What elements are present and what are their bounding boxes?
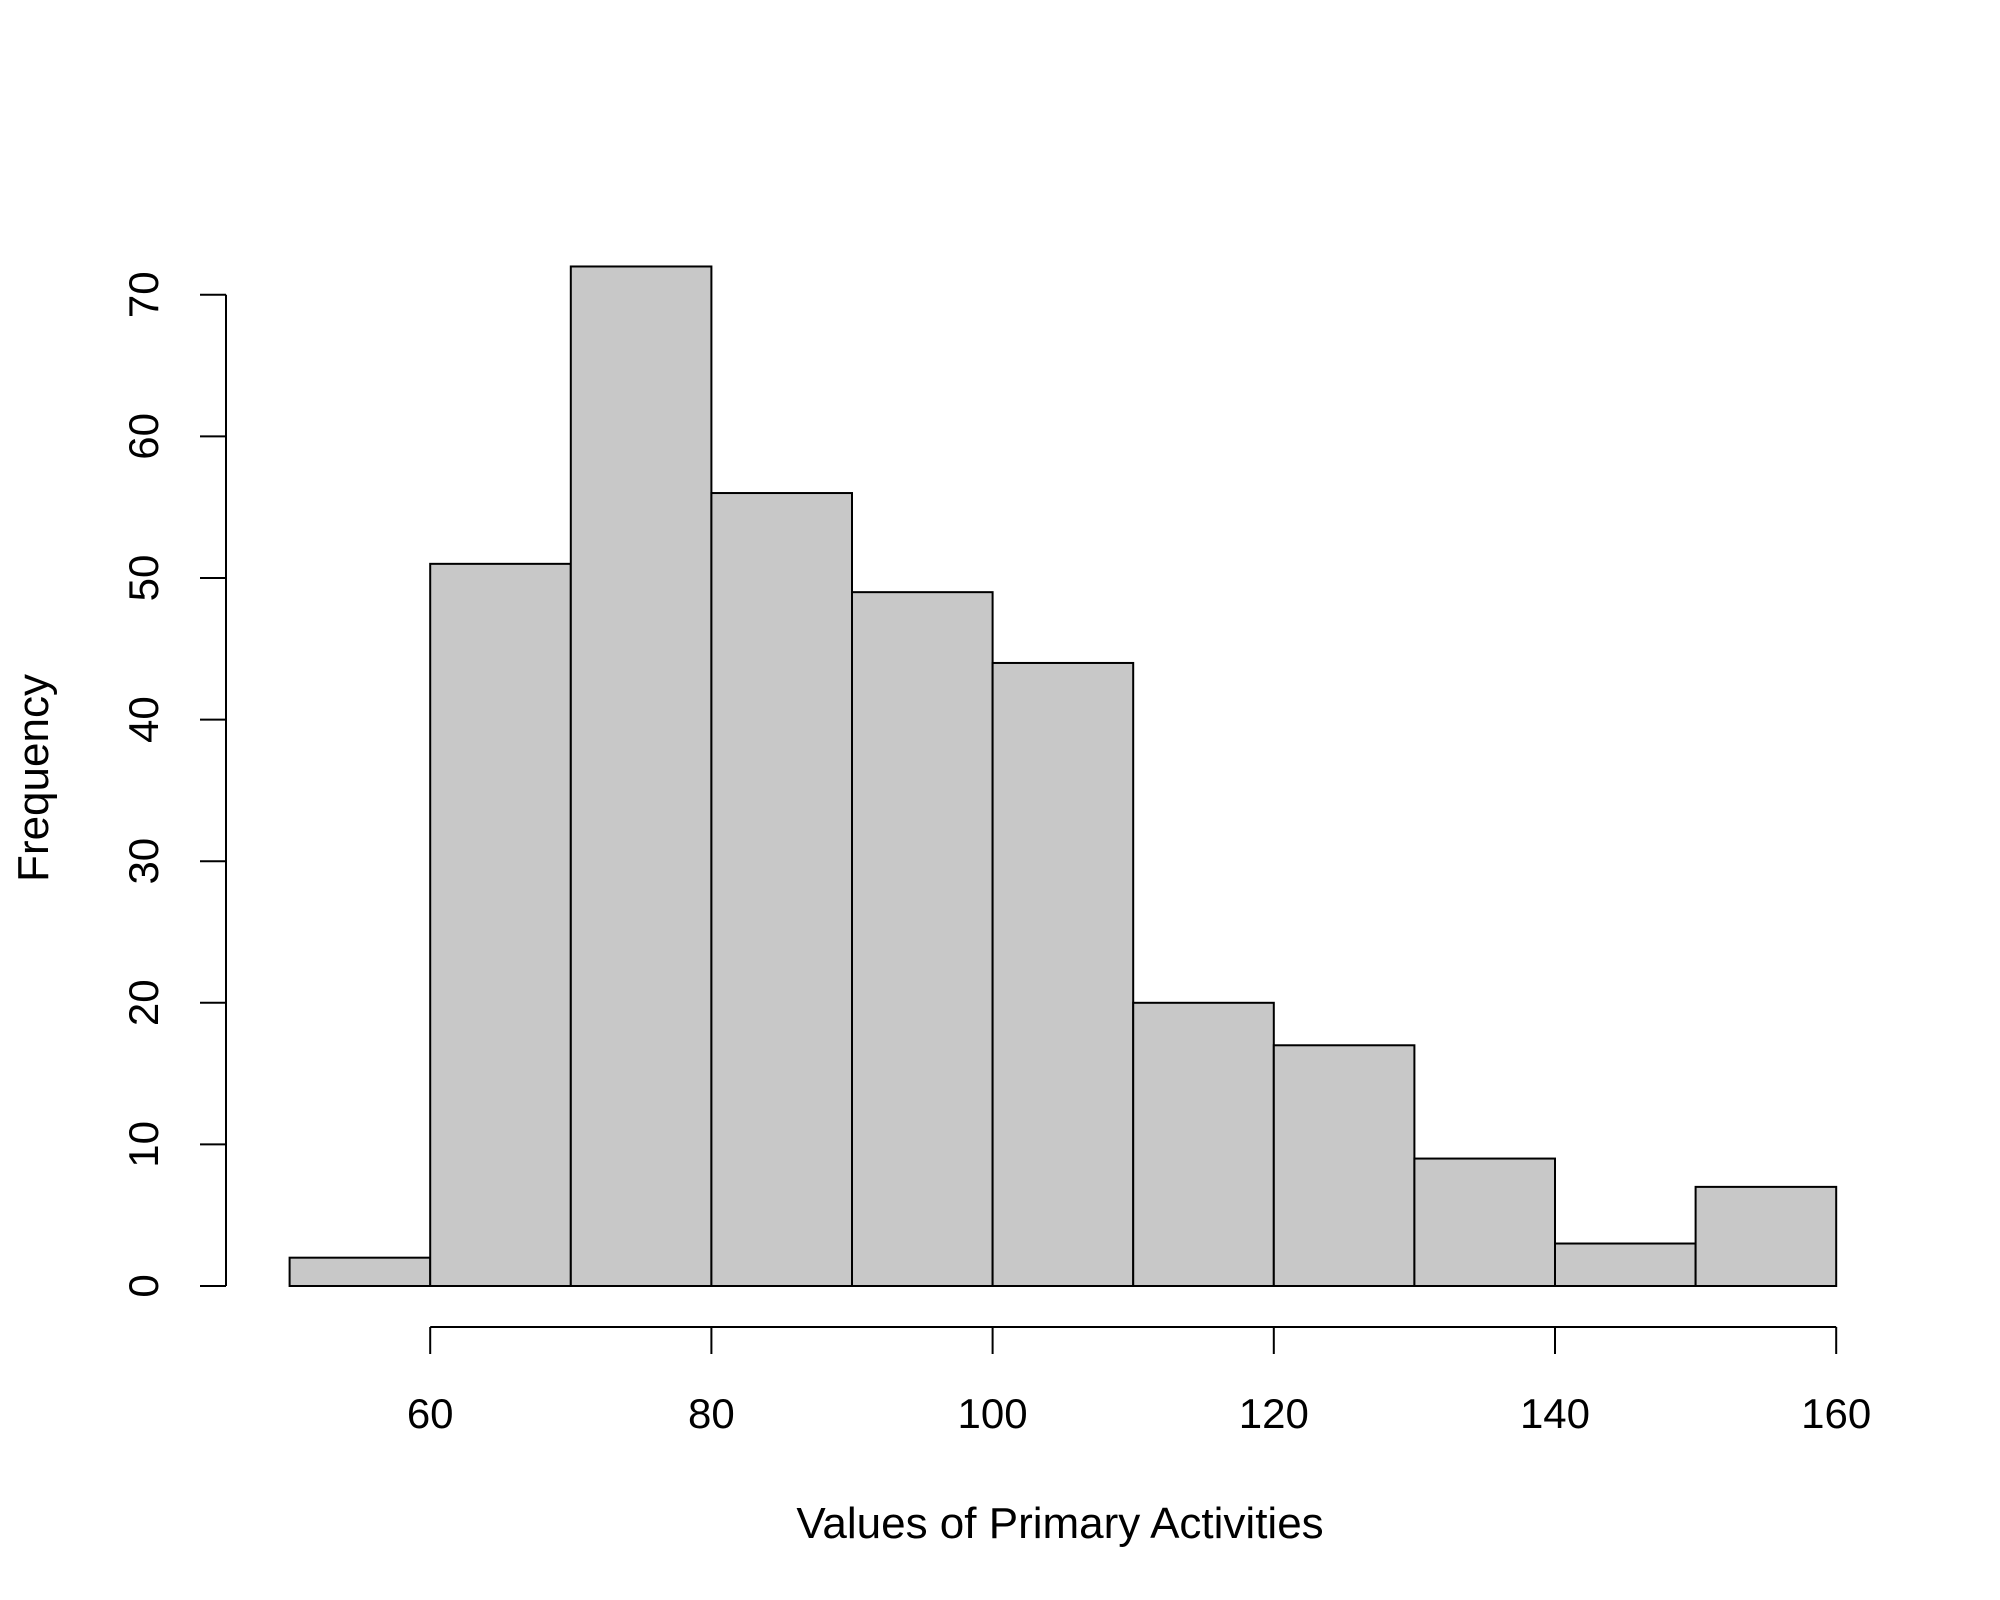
x-axis-title: Values of Primary Activities: [796, 1499, 1323, 1548]
y-tick-label-10: 10: [120, 1121, 167, 1168]
x-tick-label-140: 140: [1520, 1390, 1590, 1437]
histogram-bar-90-100: [851, 591, 994, 1287]
y-tick-label-40: 40: [120, 696, 167, 743]
x-tick-label-80: 80: [688, 1390, 735, 1437]
y-tick-label-30: 30: [120, 838, 167, 885]
y-axis-title: Frequency: [9, 674, 58, 882]
x-tick-label-60: 60: [407, 1390, 454, 1437]
histogram-bar-60-70: [429, 562, 572, 1287]
x-tick-label-120: 120: [1239, 1390, 1309, 1437]
histogram-bar-150-160: [1694, 1185, 1838, 1288]
x-tick-label-100: 100: [958, 1390, 1028, 1437]
x-axis: 60 80 100 120 140 160: [407, 1326, 1871, 1437]
histogram-bar-140-150: [1554, 1242, 1697, 1288]
histogram-bar-70-80: [569, 265, 713, 1288]
y-tick-label-20: 20: [120, 979, 167, 1026]
histogram-bars: [288, 265, 1838, 1288]
histogram-bar-110-120: [1132, 1001, 1275, 1287]
histogram-bar-130-140: [1413, 1157, 1557, 1288]
y-tick-label-60: 60: [120, 413, 167, 460]
histogram-bar-50-60: [288, 1256, 432, 1288]
y-tick-label-50: 50: [120, 555, 167, 602]
histogram-bar-80-90: [710, 492, 854, 1288]
histogram-bar-120-130: [1272, 1044, 1416, 1288]
y-axis: 0 10 20 30 40 50 60 70: [120, 271, 227, 1298]
y-tick-label-0: 0: [120, 1274, 167, 1297]
y-tick-label-70: 70: [120, 271, 167, 318]
x-tick-label-160: 160: [1801, 1390, 1871, 1437]
histogram-bar-100-110: [991, 661, 1135, 1287]
